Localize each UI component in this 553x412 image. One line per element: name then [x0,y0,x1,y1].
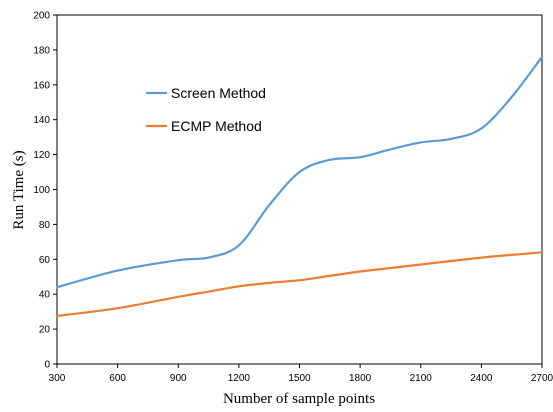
x-tick-label: 900 [170,373,187,384]
ticks: 0 20 40 60 80 100 120 140 160 180 200 300 600 900 1200… [33,11,553,385]
legend-label-screen-method: Screen Method [171,85,266,101]
y-tick-label: 0 [44,360,50,371]
y-tick-label: 140 [33,115,50,126]
y-tick-label: 120 [33,150,50,161]
y-tick-label: 80 [39,220,51,231]
x-axis-title: Number of sample points [223,391,375,407]
x-tick-label: 2100 [410,373,433,384]
series-lines [55,55,544,318]
y-tick-label: 20 [39,325,51,336]
x-tick-label: 2700 [531,373,553,384]
x-tick-label: 300 [49,373,66,384]
y-tick-label: 180 [33,45,50,56]
y-tick-label: 160 [33,80,50,91]
y-tick-label: 40 [39,290,51,301]
x-tick-label: 2400 [470,373,493,384]
series-line-screen-method [55,55,544,289]
axes [56,14,543,365]
x-tick-label: 600 [109,373,126,384]
y-tick-label: 100 [33,185,50,196]
legend-label-ecmp-method: ECMP Method [171,118,262,134]
series-line-ecmp-method [55,251,544,318]
x-tick-label: 1200 [228,373,251,384]
y-tick-label: 60 [39,255,51,266]
y-tick-label: 200 [33,11,50,22]
y-axis-title: Run Time (s) [11,150,27,229]
plot-frame [56,14,543,365]
x-tick-label: 1500 [288,373,311,384]
x-tick-label: 1800 [349,373,372,384]
legend: Screen Method ECMP Method [145,85,266,134]
